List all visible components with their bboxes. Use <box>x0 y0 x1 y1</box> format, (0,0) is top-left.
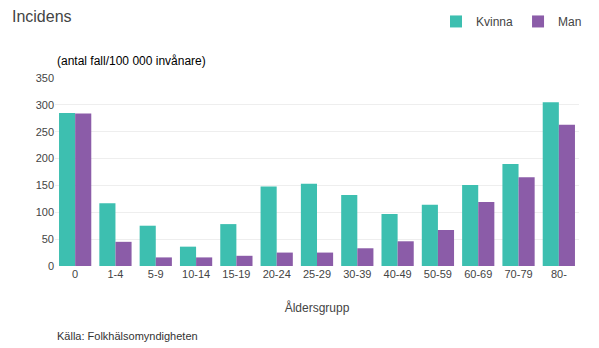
svg-text:80-: 80- <box>551 268 567 280</box>
svg-text:60-69: 60-69 <box>464 268 492 280</box>
svg-text:Man: Man <box>558 15 581 29</box>
svg-text:200: 200 <box>36 152 54 164</box>
svg-text:250: 250 <box>36 126 54 138</box>
svg-text:25-29: 25-29 <box>303 268 331 280</box>
svg-text:10-14: 10-14 <box>182 268 210 280</box>
svg-text:100: 100 <box>36 206 54 218</box>
svg-text:50-59: 50-59 <box>424 268 452 280</box>
svg-text:Åldersgrupp: Åldersgrupp <box>285 300 350 315</box>
svg-text:30-39: 30-39 <box>343 268 371 280</box>
svg-text:1-4: 1-4 <box>108 268 124 280</box>
svg-text:Källa: Folkhälsomyndigheten: Källa: Folkhälsomyndigheten <box>57 330 198 342</box>
svg-text:Incidens: Incidens <box>12 8 72 25</box>
svg-text:5-9: 5-9 <box>148 268 164 280</box>
svg-text:(antal fall/100 000 invånare): (antal fall/100 000 invånare) <box>57 54 206 68</box>
svg-text:300: 300 <box>36 99 54 111</box>
svg-text:70-79: 70-79 <box>504 268 532 280</box>
svg-text:150: 150 <box>36 179 54 191</box>
svg-text:Kvinna: Kvinna <box>476 15 513 29</box>
svg-text:350: 350 <box>36 72 54 84</box>
svg-text:15-19: 15-19 <box>222 268 250 280</box>
svg-text:50: 50 <box>42 233 54 245</box>
svg-text:0: 0 <box>72 268 78 280</box>
svg-text:20-24: 20-24 <box>263 268 291 280</box>
svg-text:40-49: 40-49 <box>384 268 412 280</box>
svg-text:0: 0 <box>48 260 54 272</box>
